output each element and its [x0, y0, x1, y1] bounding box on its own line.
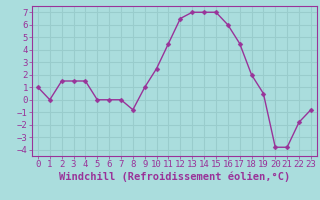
- X-axis label: Windchill (Refroidissement éolien,°C): Windchill (Refroidissement éolien,°C): [59, 172, 290, 182]
